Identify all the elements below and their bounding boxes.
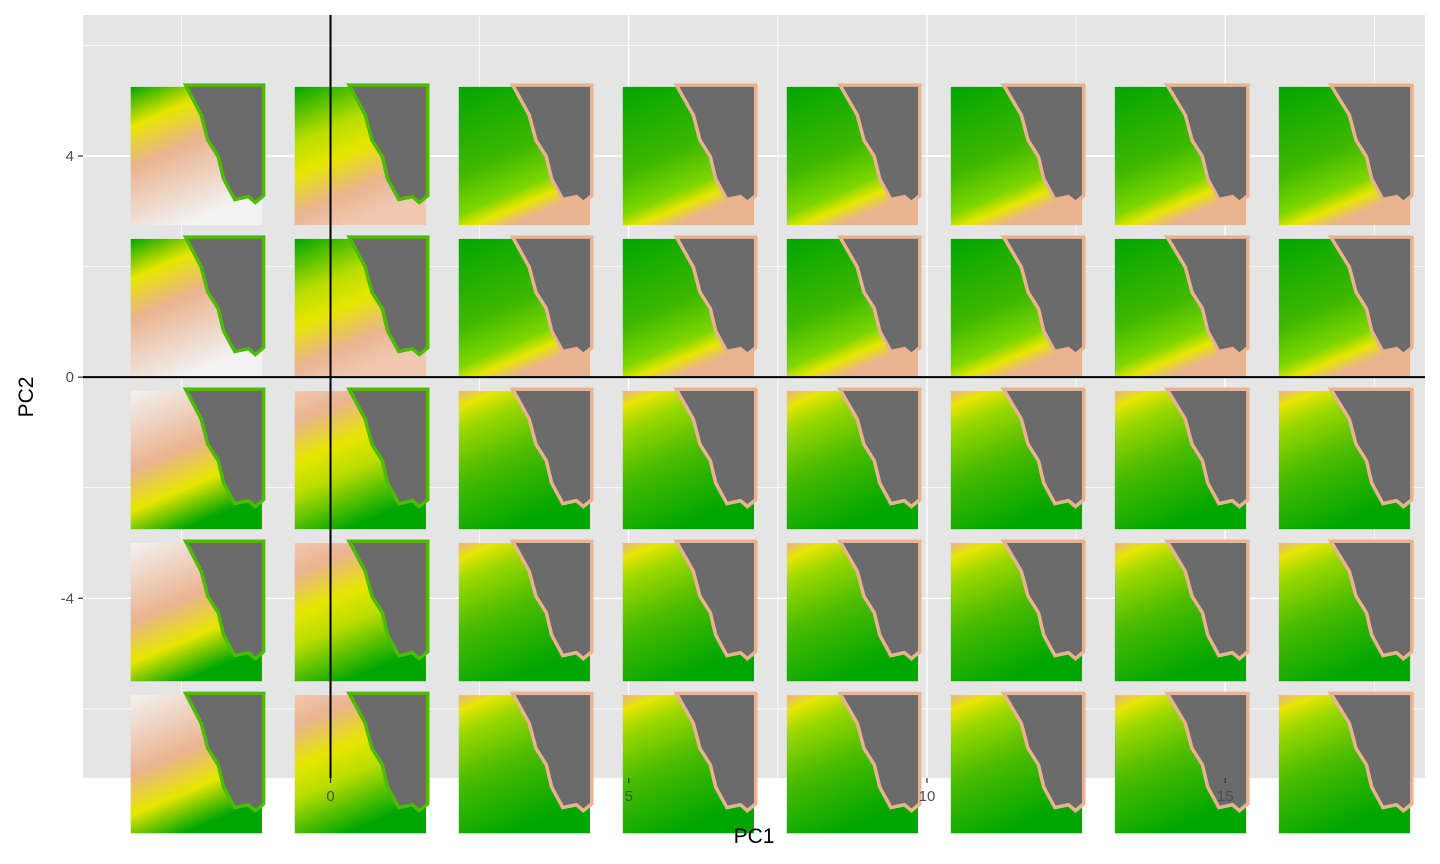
thumbnail-masked-area [188, 391, 262, 505]
y-axis-title: PC2 [15, 377, 38, 418]
thumbnail-marker [1278, 387, 1414, 530]
x-tick-label: 15 [1217, 788, 1234, 805]
thumbnail-masked-area [352, 86, 426, 201]
thumbnail-marker [294, 235, 430, 378]
thumbnail-marker [1114, 235, 1250, 378]
thumbnail-masked-area [1006, 391, 1082, 505]
thumbnail-marker [622, 83, 758, 226]
thumbnail-masked-area [1170, 695, 1247, 809]
thumbnail-masked-area [352, 543, 426, 657]
thumbnail-marker [458, 691, 594, 834]
thumbnail-marker [786, 83, 922, 226]
thumbnail-masked-area [1006, 543, 1082, 657]
thumbnail-masked-area [843, 695, 918, 809]
thumbnail-markers [130, 83, 1414, 834]
thumbnail-masked-area [679, 238, 754, 353]
x-tick-label: 10 [919, 788, 936, 805]
thumbnail-marker [458, 235, 594, 378]
thumbnail-masked-area [1334, 86, 1411, 201]
x-axis: 0 5 10 15 [326, 778, 1234, 805]
thumbnail-masked-area [1170, 238, 1247, 353]
thumbnail-marker [1114, 83, 1250, 226]
thumbnail-marker [950, 691, 1086, 834]
thumbnail-marker [786, 235, 922, 378]
thumbnail-masked-area [679, 695, 754, 809]
thumbnail-masked-area [188, 86, 262, 201]
thumbnail-marker [950, 539, 1086, 682]
thumbnail-marker [458, 83, 594, 226]
x-tick-label: 0 [326, 788, 334, 805]
thumbnail-marker [1278, 83, 1414, 226]
y-tick-label: 4 [66, 148, 74, 165]
thumbnail-masked-area [515, 543, 590, 657]
thumbnail-marker [458, 539, 594, 682]
thumbnail-marker [950, 83, 1086, 226]
thumbnail-masked-area [1170, 543, 1247, 657]
thumbnail-masked-area [1334, 695, 1411, 809]
thumbnail-masked-area [352, 238, 426, 353]
thumbnail-marker [1278, 235, 1414, 378]
thumbnail-masked-area [188, 543, 262, 657]
thumbnail-marker [1278, 539, 1414, 682]
thumbnail-masked-area [1006, 86, 1082, 201]
thumbnail-marker [130, 539, 266, 682]
thumbnail-marker [130, 387, 266, 530]
thumbnail-masked-area [515, 695, 590, 809]
thumbnail-masked-area [352, 391, 426, 505]
thumbnail-masked-area [843, 86, 918, 201]
thumbnail-masked-area [843, 391, 918, 505]
y-axis: 4 0 -4 [61, 148, 83, 607]
x-axis-title: PC1 [734, 825, 775, 848]
thumbnail-marker [622, 539, 758, 682]
y-tick-label: 0 [66, 369, 74, 386]
thumbnail-marker [294, 691, 430, 834]
thumbnail-masked-area [515, 391, 590, 505]
thumbnail-masked-area [1170, 391, 1247, 505]
thumbnail-masked-area [1170, 86, 1247, 201]
thumbnail-marker [622, 691, 758, 834]
thumbnail-marker [130, 691, 266, 834]
thumbnail-marker [950, 235, 1086, 378]
thumbnail-marker [130, 83, 266, 226]
thumbnail-masked-area [515, 86, 590, 201]
y-tick-label: -4 [61, 590, 74, 607]
thumbnail-masked-area [515, 238, 590, 353]
thumbnail-marker [1114, 539, 1250, 682]
thumbnail-masked-area [679, 543, 754, 657]
thumbnail-masked-area [1334, 543, 1411, 657]
thumbnail-masked-area [843, 238, 918, 353]
thumbnail-marker [294, 83, 430, 226]
thumbnail-marker [950, 387, 1086, 530]
thumbnail-masked-area [1334, 391, 1411, 505]
thumbnail-masked-area [1006, 695, 1082, 809]
thumbnail-marker [786, 691, 922, 834]
thumbnail-masked-area [1006, 238, 1082, 353]
x-tick-label: 5 [625, 788, 633, 805]
thumbnail-marker [622, 235, 758, 378]
thumbnail-masked-area [843, 543, 918, 657]
thumbnail-masked-area [188, 238, 262, 353]
thumbnail-marker [130, 235, 266, 378]
thumbnail-marker [1278, 691, 1414, 834]
thumbnail-masked-area [352, 695, 426, 809]
thumbnail-marker [622, 387, 758, 530]
thumbnail-marker [786, 387, 922, 530]
thumbnail-marker [294, 387, 430, 530]
thumbnail-marker [458, 387, 594, 530]
thumbnail-masked-area [679, 86, 754, 201]
thumbnail-masked-area [1334, 238, 1411, 353]
reference-lines [83, 15, 1425, 778]
thumbnail-marker [294, 539, 430, 682]
thumbnail-masked-area [188, 695, 262, 809]
thumbnail-marker [786, 539, 922, 682]
thumbnail-marker [1114, 387, 1250, 530]
thumbnail-masked-area [679, 391, 754, 505]
thumbnail-marker [1114, 691, 1250, 834]
